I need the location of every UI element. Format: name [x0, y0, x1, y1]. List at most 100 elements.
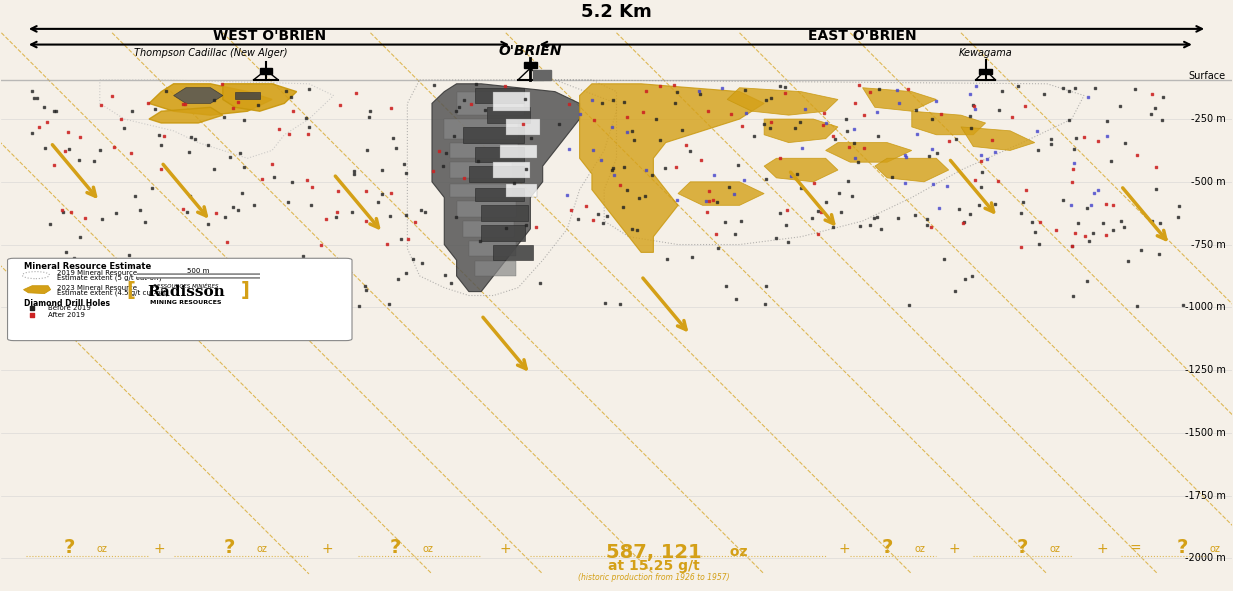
Point	[57, 247, 76, 256]
Point	[311, 240, 330, 249]
Point	[1027, 126, 1047, 135]
Point	[610, 300, 630, 309]
Point	[559, 144, 578, 154]
Point	[1143, 89, 1163, 99]
Point	[956, 275, 975, 284]
Point	[1149, 249, 1169, 259]
Point	[359, 112, 379, 122]
Point	[983, 135, 1002, 145]
Point	[297, 175, 317, 184]
Bar	[475, 261, 515, 276]
Polygon shape	[149, 84, 272, 115]
Polygon shape	[149, 108, 223, 123]
Point	[423, 167, 443, 176]
Text: ?: ?	[1017, 538, 1028, 557]
Point	[724, 189, 743, 198]
Point	[215, 112, 234, 122]
Point	[349, 301, 369, 310]
Point	[435, 271, 455, 280]
Point	[962, 271, 981, 280]
Point	[961, 89, 980, 99]
Point	[212, 79, 232, 89]
Point	[788, 170, 808, 179]
Text: Diamond Drill Holes: Diamond Drill Holes	[23, 300, 110, 309]
FancyBboxPatch shape	[7, 258, 351, 340]
Point	[1147, 162, 1166, 171]
Point	[842, 191, 862, 201]
Point	[92, 215, 112, 224]
Text: -1000 m: -1000 m	[1185, 302, 1226, 312]
Point	[808, 229, 827, 239]
Point	[444, 132, 464, 141]
Point	[972, 157, 991, 166]
Point	[530, 278, 550, 288]
Point	[179, 147, 199, 157]
Point	[889, 213, 909, 222]
Point	[318, 295, 338, 304]
Point	[22, 86, 42, 96]
Point	[604, 164, 624, 173]
Point	[1064, 164, 1084, 174]
Bar	[450, 162, 512, 178]
Point	[636, 86, 656, 96]
Point	[689, 86, 709, 96]
Point	[1014, 197, 1033, 207]
Point	[1002, 112, 1022, 122]
Point	[592, 99, 612, 108]
Point	[333, 284, 353, 294]
Point	[1069, 218, 1089, 228]
Point	[972, 183, 991, 192]
Point	[1127, 301, 1147, 310]
Point	[825, 134, 845, 144]
Point	[316, 215, 335, 224]
Point	[735, 176, 755, 185]
Ellipse shape	[22, 272, 49, 279]
Point	[264, 172, 284, 181]
Point	[1097, 132, 1117, 141]
Point	[1084, 228, 1104, 238]
Point	[514, 119, 534, 128]
Polygon shape	[727, 87, 838, 115]
Point	[293, 278, 313, 288]
Point	[414, 207, 434, 216]
Text: oz: oz	[914, 544, 925, 554]
Point	[946, 134, 965, 144]
Point	[824, 222, 843, 232]
Point	[62, 207, 81, 217]
Point	[795, 105, 815, 114]
Point	[1102, 226, 1122, 235]
Text: ?: ?	[63, 538, 75, 557]
Point	[449, 102, 469, 112]
Point	[152, 141, 171, 150]
Point	[470, 237, 490, 246]
Text: 500 m: 500 m	[187, 268, 210, 274]
Point	[76, 293, 96, 302]
Point	[965, 175, 985, 184]
Point	[1028, 145, 1048, 155]
Point	[931, 109, 951, 119]
Point	[922, 114, 942, 124]
Point	[104, 142, 123, 151]
Point	[44, 160, 64, 170]
Point	[36, 143, 55, 152]
Point	[921, 223, 941, 232]
Point	[53, 207, 73, 216]
Text: -1500 m: -1500 m	[1185, 428, 1226, 438]
Text: After 2019: After 2019	[48, 312, 85, 318]
Bar	[979, 69, 991, 74]
Point	[234, 162, 254, 171]
Text: 2019 Mineral Resource: 2019 Mineral Resource	[57, 269, 137, 276]
Point	[736, 108, 756, 117]
Point	[328, 207, 348, 216]
Point	[138, 98, 158, 108]
Point	[650, 135, 670, 144]
Point	[582, 96, 602, 105]
Point	[665, 98, 684, 108]
Point	[280, 129, 300, 138]
Polygon shape	[911, 111, 985, 135]
Point	[217, 237, 237, 246]
Point	[944, 286, 964, 296]
Point	[398, 234, 418, 243]
Point	[707, 229, 726, 239]
Point	[760, 123, 779, 132]
